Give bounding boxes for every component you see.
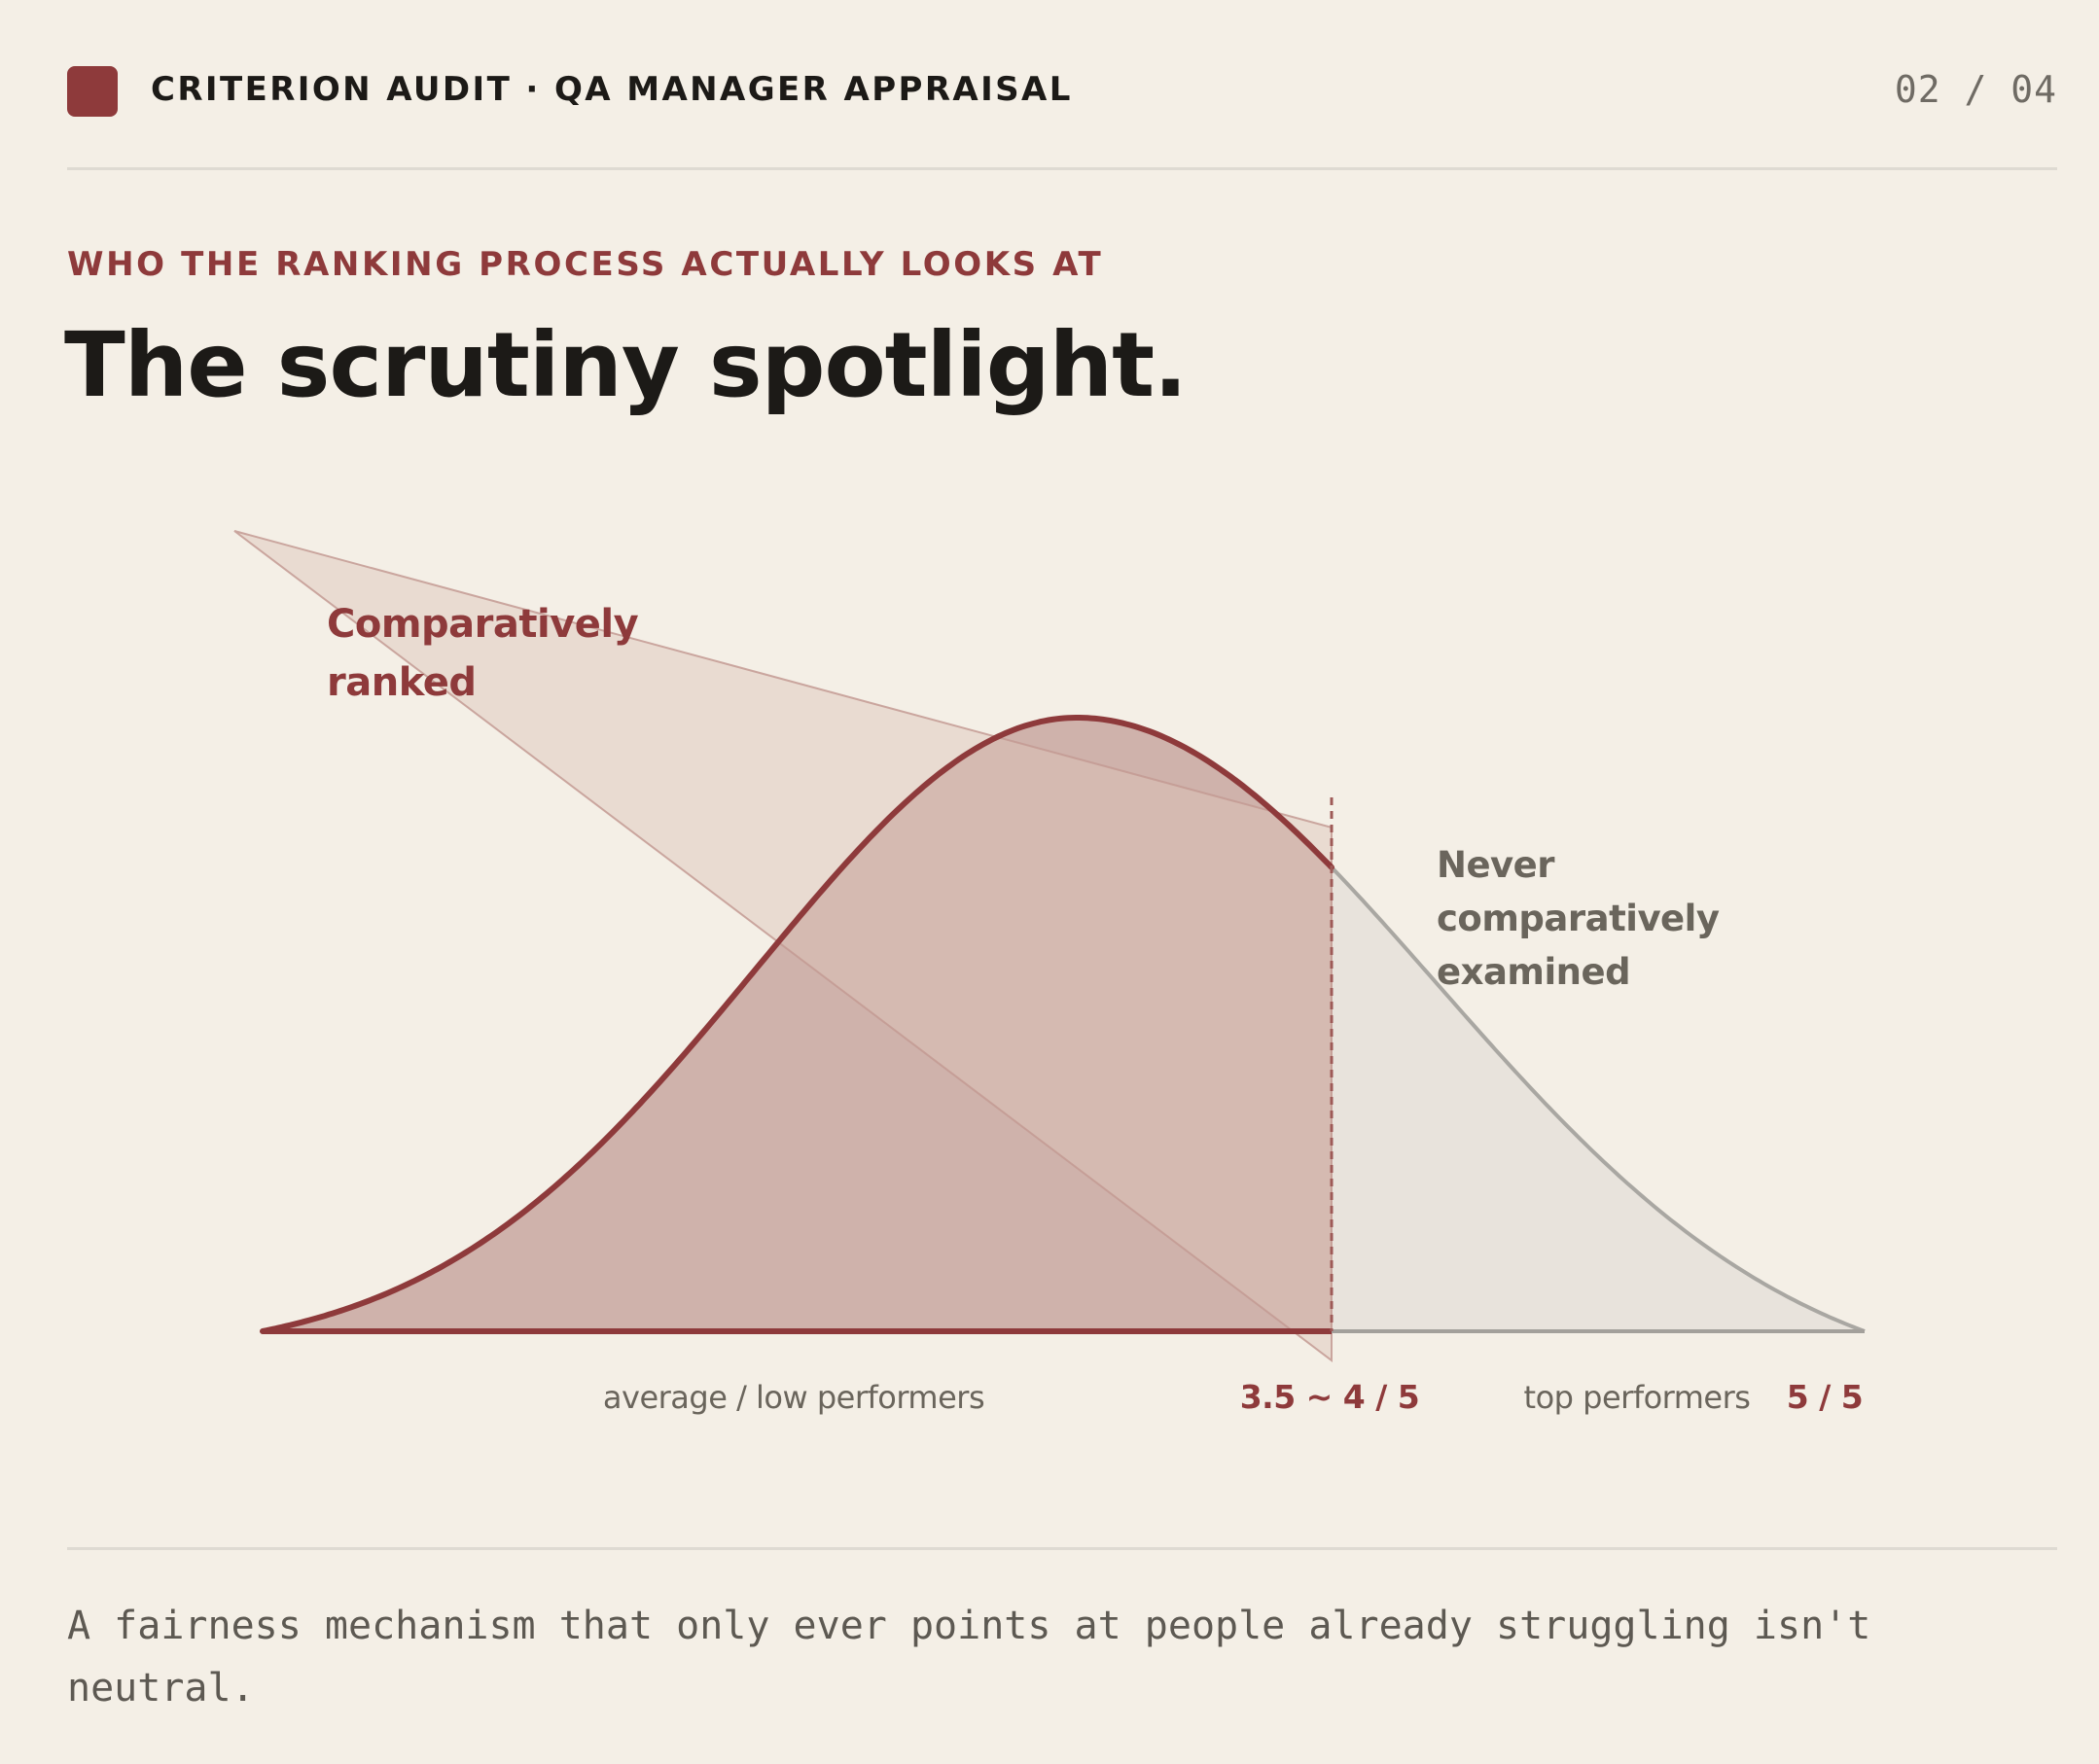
axis-label-max: 5 / 5 [1787,1378,1863,1416]
axis-label-left: average / low performers [603,1379,984,1416]
unexamined-area [1332,866,1865,1331]
headline: The scrutiny spotlight. [64,313,1188,417]
header: CRITERION AUDIT · QA MANAGER APPRAISAL 0… [67,64,2057,119]
ranked-curve [260,715,1334,1334]
kicker: WHO THE RANKING PROCESS ACTUALLY LOOKS A… [67,245,1104,284]
unexamined-label-line1: Never [1437,844,1555,886]
axis-label-right: top performers [1524,1379,1751,1416]
spotlight-label-line2: ranked [327,660,476,705]
header-title: CRITERION AUDIT · QA MANAGER APPRAISAL [151,70,1073,109]
caption: A fairness mechanism that only ever poin… [67,1604,1871,1711]
unexamined-label-line3: examined [1437,951,1630,993]
header-divider [67,167,2057,170]
unexamined-curve [1330,865,1866,1333]
spotlight-beam [233,530,1333,1363]
ranked-area [263,718,1332,1331]
logo-square-icon [67,66,118,117]
unexamined-label-line2: comparatively [1437,898,1720,939]
footer-divider [67,1547,2057,1550]
spotlight-label-line1: Comparatively [327,602,639,647]
axis-label-threshold: 3.5 ~ 4 / 5 [1240,1378,1420,1416]
page-counter: 02 / 04 [1894,68,2057,111]
